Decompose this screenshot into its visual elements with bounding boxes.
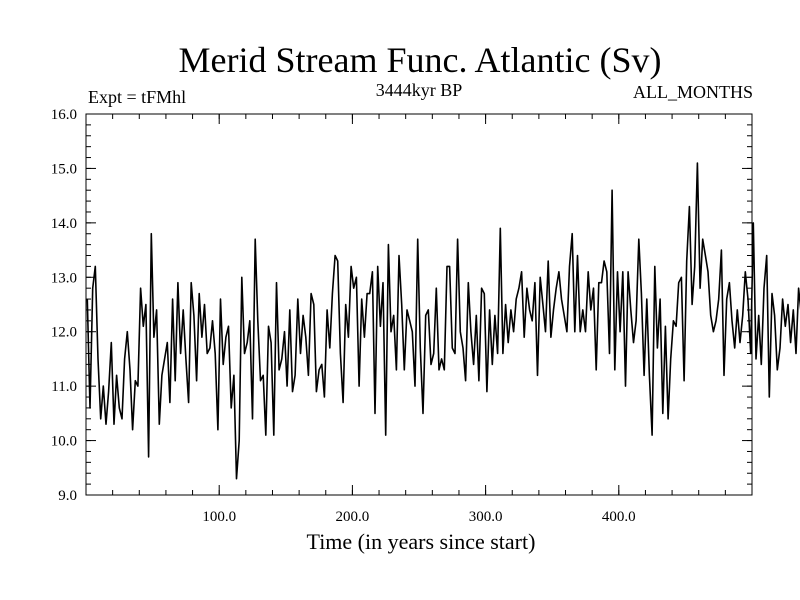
y-tick-label: 11.0	[51, 379, 77, 395]
axis-tick-labels: 100.0 200.0 300.0 400.0 9.0 10.0 11.0 12.0 13.0 1…	[51, 107, 636, 525]
x-tick-label: 200.0	[336, 509, 370, 525]
y-tick-label: 16.0	[51, 107, 77, 123]
y-tick-label: 14.0	[51, 216, 77, 232]
y-tick-label: 15.0	[51, 161, 77, 177]
y-tick-label: 12.0	[51, 325, 77, 341]
x-axis-label: Time (in years since start)	[307, 529, 536, 554]
x-tick-label: 300.0	[469, 509, 503, 525]
period-label: 3444kyr BP	[376, 80, 463, 100]
y-tick-label: 10.0	[51, 434, 77, 450]
months-label: ALL_MONTHS	[633, 82, 753, 102]
experiment-label: Expt = tFMhl	[88, 87, 186, 107]
y-tick-label: 9.0	[58, 488, 77, 504]
x-tick-label: 400.0	[602, 509, 636, 525]
y-tick-label: 13.0	[51, 270, 77, 286]
series-line	[86, 162, 800, 480]
x-tick-label: 100.0	[202, 509, 236, 525]
plot-frame	[85, 113, 753, 496]
chart-title: Merid Stream Func. Atlantic (Sv)	[179, 40, 662, 80]
